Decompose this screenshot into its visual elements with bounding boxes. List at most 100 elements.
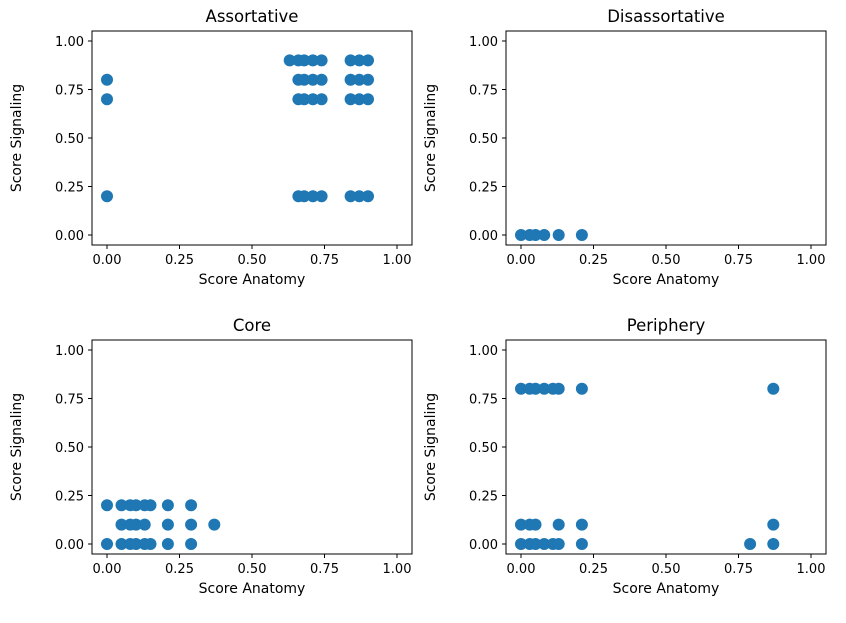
- data-point: [298, 73, 311, 86]
- data-point: [101, 538, 113, 550]
- data-point: [515, 382, 527, 395]
- y-axis-label: Score Signaling: [423, 393, 439, 501]
- x-tick-label: 0.25: [165, 253, 194, 268]
- data-point: [161, 538, 174, 550]
- x-tick-label: 1.00: [383, 253, 412, 268]
- axes-frame: [505, 30, 827, 246]
- data-point: [185, 499, 198, 512]
- x-tick-label: 0.75: [310, 253, 339, 268]
- data-point: [362, 190, 374, 203]
- subplot-title: Core: [233, 316, 271, 335]
- data-point: [161, 518, 174, 531]
- x-axis-label: Score Anatomy: [199, 272, 306, 288]
- y-tick-label: 0.25: [469, 181, 498, 196]
- data-point: [552, 518, 565, 531]
- x-tick-label: 0.75: [724, 562, 753, 577]
- y-tick-label: 0.75: [55, 84, 84, 99]
- data-point: [552, 382, 565, 395]
- y-tick-label: 1.00: [469, 35, 498, 50]
- data-point: [101, 190, 113, 203]
- data-point: [185, 518, 198, 531]
- y-tick-label: 0.50: [55, 441, 84, 456]
- data-point: [353, 93, 366, 106]
- data-point: [298, 190, 311, 203]
- x-tick-label: 1.00: [383, 562, 412, 577]
- data-point: [306, 190, 319, 203]
- data-point: [575, 538, 588, 550]
- data-point: [515, 229, 527, 241]
- data-point: [130, 538, 142, 550]
- data-point: [344, 54, 357, 67]
- data-point: [575, 518, 588, 531]
- x-tick-label: 0.00: [93, 562, 122, 577]
- y-axis-label: Score Signaling: [9, 84, 25, 192]
- data-point: [529, 382, 542, 395]
- data-point: [130, 499, 142, 512]
- data-point: [101, 73, 113, 86]
- data-point: [529, 229, 542, 241]
- y-tick-label: 0.00: [55, 538, 84, 553]
- x-tick-label: 0.25: [579, 253, 608, 268]
- data-point: [344, 190, 357, 203]
- data-point: [552, 538, 565, 550]
- data-point: [552, 229, 565, 241]
- data-point: [767, 382, 780, 395]
- data-point: [575, 229, 588, 241]
- data-point: [130, 518, 142, 531]
- data-point: [353, 73, 366, 86]
- y-tick-label: 0.75: [469, 393, 498, 408]
- data-point: [767, 518, 780, 531]
- x-tick-label: 1.00: [797, 562, 826, 577]
- x-tick-label: 0.75: [724, 253, 753, 268]
- data-point: [306, 54, 319, 67]
- x-tick-label: 0.50: [652, 253, 681, 268]
- data-point: [101, 499, 113, 512]
- y-tick-label: 0.25: [55, 490, 84, 505]
- y-tick-label: 0.00: [469, 538, 498, 553]
- subplot-periphery: 0.00 0.25 0.50 0.75 1.00 0.00 0.25 0.50 0.75 1.00…: [423, 316, 827, 597]
- data-point: [161, 499, 174, 512]
- y-tick-label: 0.50: [469, 441, 498, 456]
- x-tick-label: 0.00: [507, 562, 536, 577]
- y-tick-label: 0.25: [469, 490, 498, 505]
- y-tick-label: 0.75: [55, 393, 84, 408]
- x-tick-label: 0.00: [93, 253, 122, 268]
- y-axis-label: Score Signaling: [423, 84, 439, 192]
- data-point: [353, 54, 366, 67]
- data-point: [575, 382, 588, 395]
- data-point: [101, 93, 113, 106]
- data-point: [767, 538, 780, 550]
- subplot-title: Periphery: [627, 316, 706, 335]
- subplot-assortative: 0.00 0.25 0.50 0.75 1.00 0.00 0.25 0.50 0.75 1.00…: [9, 7, 413, 288]
- data-point: [115, 499, 128, 512]
- subplot-title: Assortative: [206, 7, 299, 26]
- x-axis-label: Score Anatomy: [613, 581, 720, 597]
- data-point: [315, 54, 328, 67]
- data-point: [306, 73, 319, 86]
- data-point: [144, 538, 157, 550]
- y-tick-label: 0.75: [469, 84, 498, 99]
- x-tick-label: 0.00: [507, 253, 536, 268]
- data-point: [315, 93, 328, 106]
- data-point: [353, 190, 366, 203]
- y-tick-label: 1.00: [469, 344, 498, 359]
- data-point: [115, 538, 128, 550]
- data-point: [362, 93, 374, 106]
- data-point: [362, 73, 374, 86]
- y-axis-label: Score Signaling: [9, 393, 25, 501]
- y-tick-label: 1.00: [55, 35, 84, 50]
- x-tick-label: 1.00: [797, 253, 826, 268]
- x-tick-label: 0.50: [238, 562, 267, 577]
- data-point: [515, 518, 527, 531]
- data-point: [315, 73, 328, 86]
- x-tick-label: 0.25: [579, 562, 608, 577]
- data-point: [529, 518, 542, 531]
- data-point: [298, 54, 311, 67]
- y-tick-label: 0.50: [55, 132, 84, 147]
- subplot-disassortative: 0.00 0.25 0.50 0.75 1.00 0.00 0.25 0.50 0.75 1.00…: [423, 7, 827, 288]
- y-tick-label: 1.00: [55, 344, 84, 359]
- y-tick-label: 0.00: [469, 229, 498, 244]
- x-tick-label: 0.25: [165, 562, 194, 577]
- data-point: [344, 73, 357, 86]
